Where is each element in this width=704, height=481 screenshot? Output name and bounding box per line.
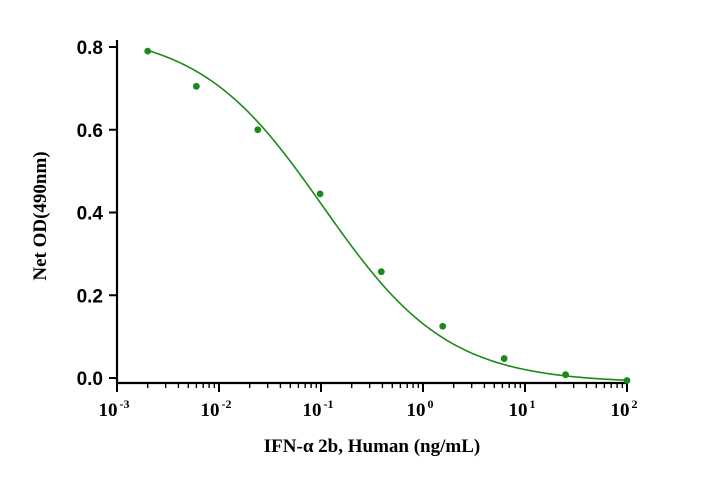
fit-curve xyxy=(147,49,628,382)
data-point xyxy=(562,371,569,379)
data-point xyxy=(439,322,447,330)
data-point xyxy=(377,268,385,276)
x-tick-label: 10 -2 xyxy=(201,397,232,421)
data-point xyxy=(144,47,152,55)
x-tick-label: 10 0 xyxy=(407,397,434,421)
data-point xyxy=(623,377,631,384)
data-point xyxy=(500,355,508,362)
fit-curve-layer xyxy=(147,49,628,382)
y-tick-label: 0.0 xyxy=(77,369,103,390)
axes: 0.0 0.2 0.4 0.6 0.8 10 -3 10 -2 10 -1 10 0 10 1 10 2 xyxy=(77,38,638,421)
x-tick-label: 10 -3 xyxy=(99,397,130,421)
y-tick-label: 0.2 xyxy=(77,286,103,307)
data-point xyxy=(316,190,324,198)
y-tick-label: 0.8 xyxy=(77,38,103,59)
x-tick-label: 10 1 xyxy=(509,397,536,421)
data-point xyxy=(254,126,262,134)
x-tick-label: 10 2 xyxy=(611,397,638,421)
y-tick-label: 0.4 xyxy=(77,204,104,225)
x-tick-label: 10 -1 xyxy=(303,397,334,421)
data-point xyxy=(192,82,200,90)
data-points-layer xyxy=(144,47,631,384)
y-axis-title: Net OD(490nm) xyxy=(30,151,51,280)
y-tick-label: 0.6 xyxy=(77,121,103,142)
x-axis-title: IFN-α 2b, Human (ng/mL) xyxy=(264,436,480,457)
